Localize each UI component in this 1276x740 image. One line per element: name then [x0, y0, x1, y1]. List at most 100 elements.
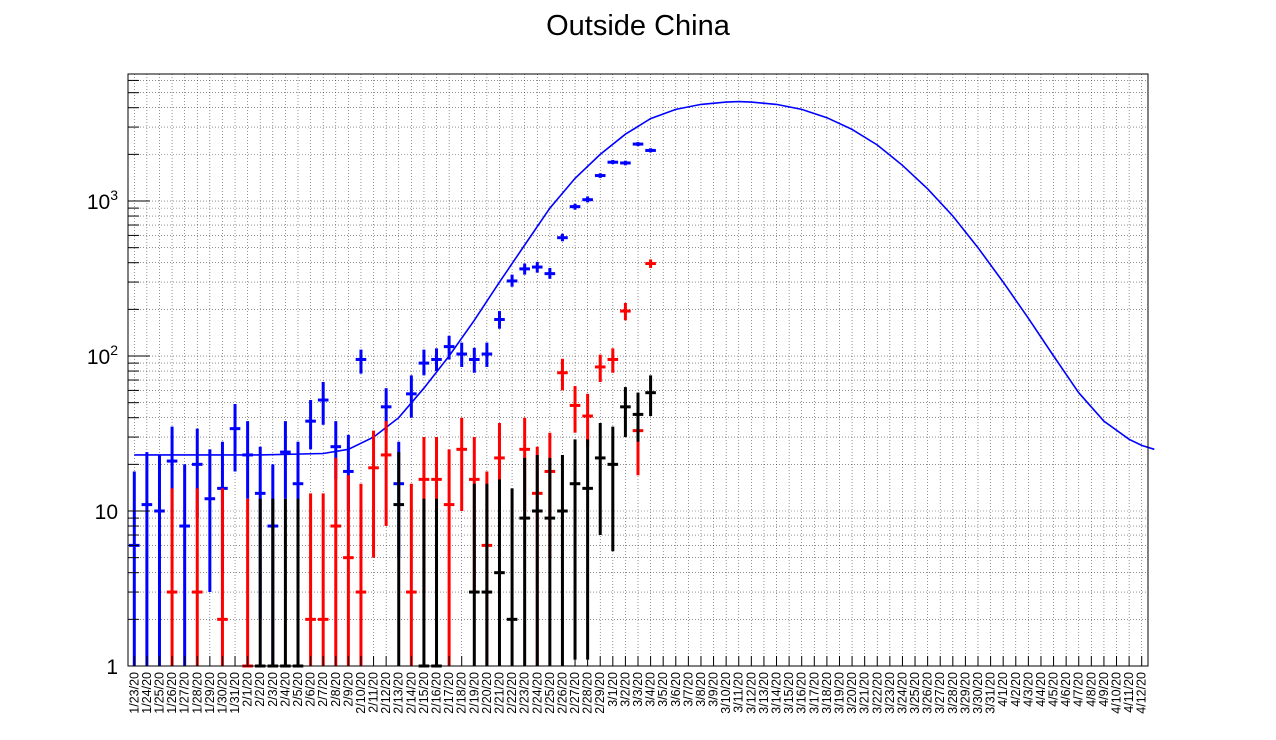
fit-curve-layer [134, 100, 1155, 456]
x-tick-label: 3/3/20 [631, 672, 645, 707]
x-tick-label: 4/8/20 [1084, 672, 1098, 707]
data-point [217, 488, 228, 666]
data-point [305, 400, 316, 450]
x-tick-label: 3/4/20 [644, 672, 658, 707]
x-tick-label: 3/2/20 [618, 672, 632, 707]
data-point [355, 483, 367, 666]
x-tick-label: 2/29/20 [593, 672, 607, 714]
data-point [519, 263, 530, 275]
x-tick-label: 2/10/20 [354, 672, 368, 714]
x-tick-label: 1/23/20 [127, 672, 141, 714]
x-tick-label: 3/8/20 [694, 672, 708, 707]
data-point [645, 148, 656, 153]
data-point [469, 347, 480, 373]
x-tick-label: 1/29/20 [203, 672, 217, 714]
x-tick-label: 1/24/20 [140, 672, 154, 714]
x-tick-label: 4/11/20 [1122, 672, 1136, 713]
x-tick-label: 2/9/20 [341, 672, 355, 707]
data-point [456, 417, 467, 512]
x-tick-label: 3/23/20 [883, 672, 897, 714]
x-tick-label: 3/29/20 [958, 672, 972, 714]
data-point [632, 142, 644, 147]
data-point [330, 457, 342, 666]
data-point [443, 335, 455, 360]
data-point [582, 393, 593, 447]
data-point [141, 452, 153, 666]
data-point [355, 349, 367, 374]
x-tick-label: 3/20/20 [845, 672, 859, 714]
data-point [569, 386, 581, 433]
data-point [557, 454, 568, 666]
data-point [594, 173, 606, 178]
data-points-layer [129, 142, 656, 668]
x-tick-label: 1/26/20 [165, 672, 179, 714]
x-tick-label: 1/27/20 [178, 672, 192, 714]
data-point [154, 454, 165, 666]
x-tick-label: 4/1/20 [996, 672, 1010, 707]
data-point [582, 439, 593, 660]
x-tick-label: 2/19/20 [467, 672, 481, 714]
data-point [632, 392, 644, 442]
x-tick-label: 2/1/20 [241, 672, 255, 707]
data-point [431, 348, 442, 372]
data-point [544, 457, 556, 666]
data-point [569, 203, 581, 210]
x-tick-label: 4/10/20 [1110, 672, 1124, 714]
data-point [393, 452, 405, 666]
data-point [594, 354, 606, 382]
data-point [292, 498, 304, 668]
data-point [406, 483, 417, 666]
x-tick-label: 2/15/20 [417, 672, 431, 714]
x-tick-label: 3/26/20 [921, 672, 935, 714]
grid-layer [128, 74, 1148, 667]
data-point [343, 475, 354, 666]
data-point [607, 426, 619, 552]
y-tick-label: 10 [95, 501, 118, 524]
x-tick-label: 4/4/20 [1034, 672, 1048, 707]
chart-title: Outside China [546, 10, 730, 42]
x-tick-label: 4/5/20 [1047, 672, 1061, 707]
x-tick-label: 3/6/20 [669, 672, 683, 707]
x-tick-label: 2/6/20 [304, 672, 318, 707]
x-tick-label: 2/23/20 [518, 672, 532, 714]
x-tick-label: 3/24/20 [895, 672, 909, 714]
data-point [166, 488, 178, 666]
x-tick-label: 2/8/20 [329, 672, 343, 707]
x-tick-label: 3/25/20 [908, 672, 922, 714]
x-tick-label: 2/25/20 [543, 672, 557, 714]
y-tick-label: 102 [87, 342, 118, 369]
x-tick-label: 2/12/20 [379, 672, 393, 714]
data-point [129, 471, 140, 666]
x-tick-label: 3/19/20 [832, 672, 846, 714]
x-tick-label: 3/21/20 [858, 672, 872, 714]
data-point [191, 488, 203, 666]
x-tick-label: 3/18/20 [820, 672, 834, 714]
x-tick-label: 4/12/20 [1135, 672, 1149, 714]
data-point [317, 381, 329, 425]
data-point [204, 449, 216, 593]
data-point [179, 464, 190, 666]
x-tick-label: 3/9/20 [707, 672, 721, 707]
data-point [494, 479, 505, 666]
data-point [443, 449, 455, 666]
data-point [469, 483, 480, 666]
data-point [607, 159, 619, 165]
x-tick-label: 3/30/20 [971, 672, 985, 714]
data-point [280, 421, 291, 499]
data-point [607, 348, 619, 373]
data-point [494, 311, 505, 329]
x-tick-label: 3/1/20 [606, 672, 620, 707]
data-point [267, 498, 279, 668]
data-point [557, 233, 568, 242]
x-tick-label: 2/2/20 [253, 672, 267, 707]
x-tick-label: 4/2/20 [1009, 672, 1023, 707]
data-point [418, 498, 430, 668]
data-point [242, 498, 253, 668]
data-point [280, 498, 291, 668]
y-tick-label: 103 [87, 187, 118, 214]
x-tick-label: 2/26/20 [555, 672, 569, 714]
x-tick-label: 2/5/20 [291, 672, 305, 707]
x-tick-label: 2/3/20 [266, 672, 280, 707]
x-tick-label: 3/7/20 [681, 672, 695, 707]
x-tick-label: 3/12/20 [744, 672, 758, 714]
